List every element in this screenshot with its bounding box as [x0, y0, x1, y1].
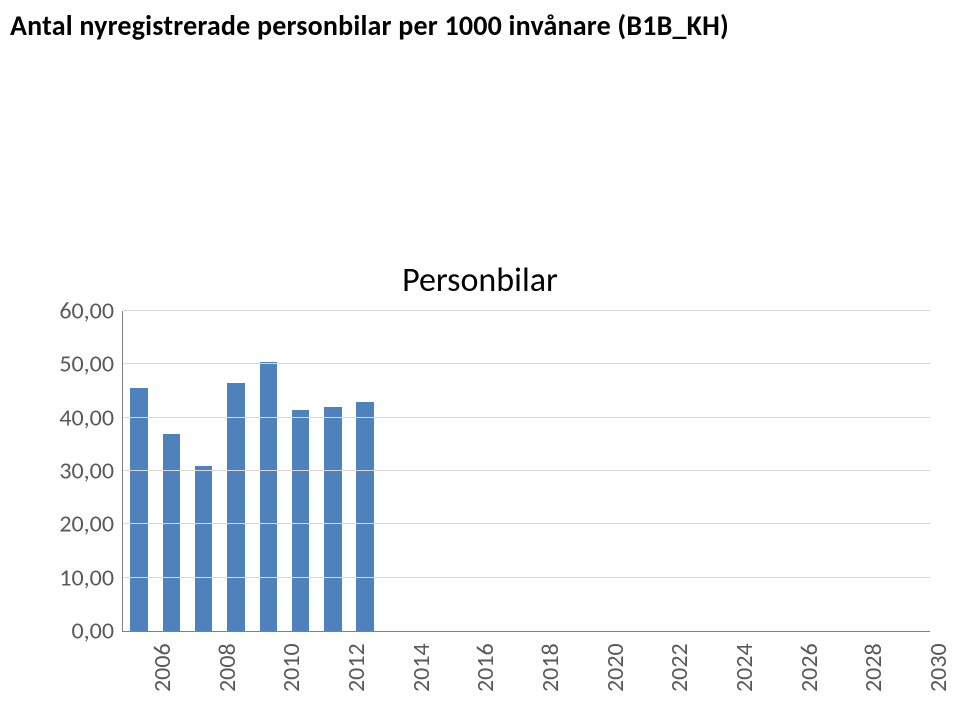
x-tick-label: 2022 [665, 662, 721, 692]
bar-slot [317, 311, 349, 631]
gridline [123, 417, 930, 418]
bar [260, 362, 277, 631]
bar-slot [833, 311, 865, 631]
chart-container: Personbilar 0,00 10,00 20,00 30,00 40,00 50,0… [30, 260, 930, 700]
y-tick-label: 10,00 [59, 563, 114, 592]
bar [227, 383, 244, 631]
bar-slot [704, 311, 736, 631]
x-tick-label: 2026 [795, 662, 851, 692]
bar [195, 466, 212, 631]
x-tick-label: 2020 [601, 662, 657, 692]
y-tick-label: 60,00 [59, 297, 114, 326]
x-tick-label: 2008 [213, 662, 269, 692]
y-tick-label: 40,00 [59, 403, 114, 432]
bar-slot [252, 311, 284, 631]
gridline [123, 310, 930, 311]
y-tick-label: 0,00 [72, 617, 114, 646]
bar-slot [736, 311, 768, 631]
x-tick-label: 2014 [407, 662, 463, 692]
x-tick-label: 2006 [148, 662, 204, 692]
bars-layer [123, 311, 930, 631]
bar-slot [284, 311, 316, 631]
bar-slot [801, 311, 833, 631]
bar-slot [672, 311, 704, 631]
bar [292, 410, 309, 631]
x-tick-label: 2018 [536, 662, 592, 692]
page-title: Antal nyregistrerade personbilar per 100… [10, 8, 729, 43]
bar-slot [155, 311, 187, 631]
y-tick-label: 30,00 [59, 457, 114, 486]
x-tick-label: 2012 [342, 662, 398, 692]
bar [356, 402, 373, 631]
bar-slot [865, 311, 897, 631]
bar [324, 407, 341, 631]
x-tick-label: 2016 [471, 662, 527, 692]
bar-slot [898, 311, 930, 631]
gridline [123, 523, 930, 524]
bar-slot [478, 311, 510, 631]
x-axis: 2006 2008 2010 2012 2014 2016 2018 2020 2022 2024… [122, 632, 930, 694]
bar-slot [123, 311, 155, 631]
bar-slot [769, 311, 801, 631]
bar [130, 388, 147, 631]
bar-slot [188, 311, 220, 631]
bar-slot [220, 311, 252, 631]
y-tick-label: 20,00 [59, 510, 114, 539]
bar-slot [543, 311, 575, 631]
chart-body: 0,0010,0020,0030,0040,0050,0060,00 20062… [30, 311, 930, 701]
y-tick-label: 50,00 [59, 350, 114, 379]
x-tick-label: 2010 [277, 662, 333, 692]
y-axis: 0,0010,0020,0030,0040,0050,0060,00 [30, 311, 122, 631]
x-tick-label: 2030 [924, 662, 960, 692]
gridline [123, 577, 930, 578]
bar-slot [381, 311, 413, 631]
bar-slot [510, 311, 542, 631]
bar-slot [414, 311, 446, 631]
x-tick-label: 2024 [730, 662, 786, 692]
bar-slot [575, 311, 607, 631]
plot-area [122, 311, 930, 632]
bar-slot [446, 311, 478, 631]
gridline [123, 363, 930, 364]
bar-slot [349, 311, 381, 631]
bar-slot [607, 311, 639, 631]
bar-slot [640, 311, 672, 631]
gridline [123, 470, 930, 471]
chart-title: Personbilar [30, 260, 930, 301]
bar [163, 434, 180, 631]
x-tick-label: 2028 [859, 662, 915, 692]
